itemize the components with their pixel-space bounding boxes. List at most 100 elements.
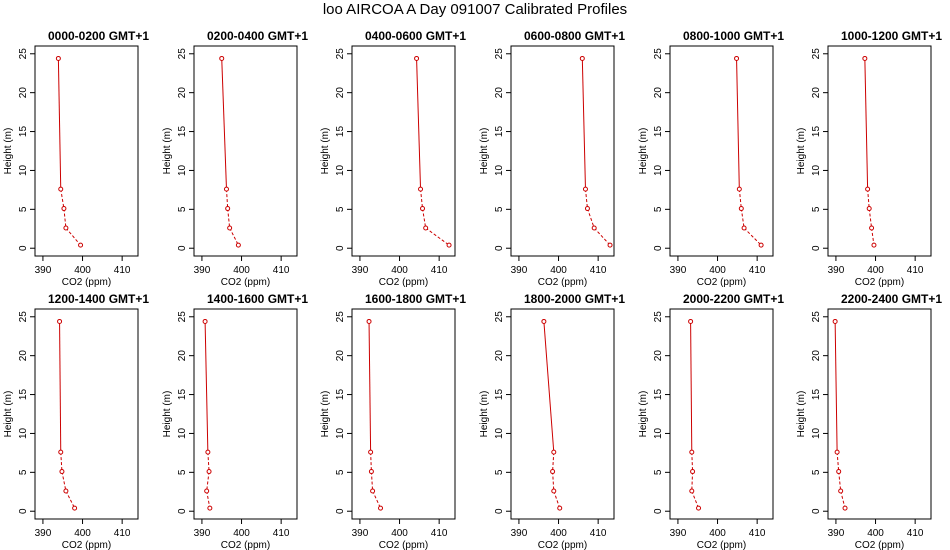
panel-title: 2200-2400 GMT+1 — [841, 292, 942, 306]
y-axis-label: Height (m) — [796, 391, 807, 438]
y-tick-label: 5 — [177, 206, 188, 212]
x-tick-label: 410 — [590, 265, 607, 276]
x-tick-label: 400 — [391, 528, 408, 539]
x-tick-label: 410 — [749, 265, 766, 276]
data-point — [591, 225, 597, 231]
y-tick-label: 0 — [335, 508, 346, 514]
x-tick-label: 410 — [431, 265, 448, 276]
data-point — [758, 242, 764, 248]
y-tick-label: 20 — [335, 87, 346, 99]
y-axis-label: Height (m) — [320, 128, 331, 175]
data-point — [414, 55, 420, 61]
panel-title: 1200-1400 GMT+1 — [48, 292, 149, 306]
x-tick-label: 390 — [511, 528, 528, 539]
profile-line-segment — [60, 189, 65, 209]
y-tick-label: 25 — [335, 311, 346, 323]
x-axis-label: CO2 (ppm) — [379, 540, 428, 550]
y-tick-label: 0 — [653, 245, 664, 251]
profile-panel: 1000-1200 GMT+1 390 400 410 0 5 10 15 20 25 CO2 (p… — [796, 29, 942, 288]
x-tick-label: 390 — [194, 528, 211, 539]
data-point — [689, 449, 695, 455]
y-axis-label: Height (m) — [638, 128, 649, 175]
x-axis-label: CO2 (ppm) — [62, 540, 111, 550]
y-tick-label: 15 — [811, 126, 822, 138]
profile-line-segment — [422, 208, 427, 229]
y-tick-label: 15 — [811, 389, 822, 401]
data-point — [607, 242, 613, 248]
x-tick-label: 410 — [273, 528, 290, 539]
profile-panel: 0800-1000 GMT+1 390 400 410 0 5 10 15 20 25 CO2 (p… — [638, 29, 784, 288]
y-tick-label: 20 — [653, 350, 664, 362]
data-point — [866, 206, 872, 212]
plot-frame — [193, 45, 298, 257]
data-point — [579, 55, 585, 61]
data-point — [202, 318, 208, 324]
data-point — [557, 505, 563, 511]
profile-panel: 0400-0600 GMT+1 390 400 410 0 5 10 15 20 25 CO2 (p… — [320, 29, 466, 288]
profile-line-segment — [871, 227, 875, 246]
data-point — [838, 488, 844, 494]
profile-line-segment — [59, 321, 62, 453]
y-tick-label: 0 — [811, 508, 822, 514]
x-tick-label: 400 — [709, 528, 726, 539]
profile-line-segment — [691, 490, 699, 509]
data-point — [738, 206, 744, 212]
profile-line-segment — [416, 58, 422, 190]
x-tick-label: 390 — [35, 265, 52, 276]
panel-title: 1800-2000 GMT+1 — [524, 292, 625, 306]
x-tick-label: 400 — [74, 528, 91, 539]
y-tick-label: 25 — [335, 48, 346, 60]
data-point — [736, 186, 742, 192]
data-point — [205, 449, 211, 455]
y-tick-label: 15 — [177, 126, 188, 138]
x-tick-label: 410 — [907, 528, 924, 539]
x-tick-label: 400 — [233, 528, 250, 539]
y-tick-label: 25 — [177, 48, 188, 60]
plot-frame — [34, 308, 139, 520]
data-point — [696, 505, 702, 511]
y-axis-label: Height (m) — [162, 391, 173, 438]
data-point — [219, 55, 225, 61]
y-tick-label: 10 — [335, 427, 346, 439]
data-point — [204, 488, 210, 494]
y-tick-label: 10 — [18, 427, 29, 439]
x-axis-label: CO2 (ppm) — [221, 540, 270, 550]
data-point — [582, 186, 588, 192]
panel-title: 1000-1200 GMT+1 — [841, 29, 942, 43]
profile-line-segment — [840, 490, 846, 509]
y-tick-label: 15 — [653, 389, 664, 401]
data-point — [420, 206, 426, 212]
data-point — [78, 242, 84, 248]
data-point — [223, 186, 229, 192]
y-tick-label: 10 — [494, 427, 505, 439]
data-point — [865, 186, 871, 192]
y-tick-label: 25 — [494, 48, 505, 60]
profile-line-segment — [372, 490, 381, 509]
y-tick-label: 0 — [494, 245, 505, 251]
data-point — [72, 505, 78, 511]
x-axis-label: CO2 (ppm) — [697, 540, 746, 550]
profile-panel: 2000-2200 GMT+1 390 400 410 0 5 10 15 20 25 CO2 (p… — [638, 292, 784, 550]
data-point — [689, 488, 695, 494]
y-tick-label: 15 — [494, 389, 505, 401]
y-tick-label: 5 — [494, 206, 505, 212]
y-axis-label: Height (m) — [162, 128, 173, 175]
x-tick-label: 390 — [828, 528, 845, 539]
y-tick-label: 5 — [335, 469, 346, 475]
data-point — [551, 449, 557, 455]
panel-title: 0200-0400 GMT+1 — [207, 29, 308, 43]
plot-frame — [351, 45, 456, 257]
y-tick-label: 20 — [335, 350, 346, 362]
y-tick-label: 5 — [335, 206, 346, 212]
data-point — [688, 318, 694, 324]
data-point — [61, 206, 67, 212]
y-axis-label: Height (m) — [796, 128, 807, 175]
x-tick-label: 400 — [74, 265, 91, 276]
y-tick-label: 10 — [494, 164, 505, 176]
panel-title: 0000-0200 GMT+1 — [48, 29, 149, 43]
plot-frame — [351, 308, 456, 520]
data-point — [57, 318, 63, 324]
profile-line-segment — [368, 321, 372, 453]
y-axis-label: Height (m) — [320, 391, 331, 438]
